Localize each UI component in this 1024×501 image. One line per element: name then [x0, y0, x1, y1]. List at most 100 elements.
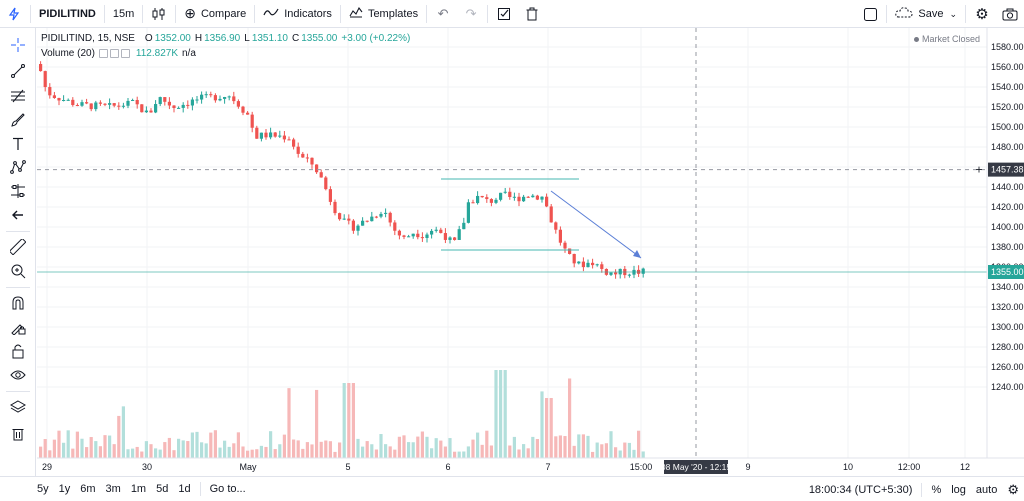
- settings-icon[interactable]: ⚙: [1007, 481, 1019, 497]
- range-1d[interactable]: 1d: [178, 483, 191, 495]
- last-price-label: 1355.00: [991, 267, 1024, 277]
- candle-body: [227, 96, 231, 98]
- volume-bar: [48, 450, 52, 458]
- text-icon[interactable]: [4, 133, 32, 155]
- magnet-icon[interactable]: [4, 292, 32, 314]
- volume-bar: [264, 446, 268, 458]
- save-button[interactable]: Save ⌄: [889, 0, 963, 28]
- range-5y[interactable]: 5y: [37, 483, 49, 495]
- candle-body: [420, 237, 424, 239]
- log-toggle[interactable]: log: [951, 483, 966, 496]
- fib-icon[interactable]: [4, 85, 32, 107]
- interval-button[interactable]: 15m: [112, 7, 135, 20]
- compare-label: Compare: [200, 7, 247, 20]
- market-status: Market Closed: [913, 34, 980, 44]
- series-title[interactable]: PIDILITIND, 15, NSE: [41, 33, 135, 44]
- settings-toggle[interactable]: [109, 49, 119, 58]
- save-label: Save: [918, 8, 944, 20]
- undo-icon[interactable]: ↶: [437, 5, 449, 21]
- close-key: C: [291, 33, 300, 44]
- range-6m[interactable]: 6m: [80, 483, 96, 495]
- candle-body: [568, 248, 572, 254]
- candle-body: [443, 233, 447, 240]
- trash-icon[interactable]: [4, 422, 32, 444]
- candle-body: [581, 261, 585, 268]
- lock-icon[interactable]: [4, 340, 32, 362]
- chart-pane[interactable]: 1580.00 1560.00 1540.00 1520.00 1500.00 1480.…: [37, 28, 1024, 476]
- time-tick-label: 12: [960, 462, 970, 472]
- range-1m[interactable]: 1m: [130, 483, 147, 495]
- candle-body: [190, 99, 194, 106]
- top-toolbar: PIDILITIND 15m ⊕ Compare Indicators Temp…: [0, 0, 1024, 28]
- volume-bar: [402, 435, 406, 458]
- brush-icon[interactable]: [4, 109, 32, 131]
- prediction-icon[interactable]: [4, 180, 32, 202]
- volume-bar: [328, 441, 332, 458]
- crosshair-time-badge: [664, 460, 728, 474]
- volume-bar: [66, 430, 70, 458]
- goto-button[interactable]: Go to...: [209, 483, 246, 495]
- volume-bar: [466, 446, 470, 458]
- volume-bar: [430, 448, 434, 458]
- volume-bar: [448, 438, 452, 458]
- volume-bar: [112, 444, 116, 458]
- price-tick-label: 1300.00: [991, 322, 1024, 332]
- eye-icon[interactable]: [4, 364, 32, 386]
- volume-bar: [614, 447, 618, 458]
- volume-bar: [154, 448, 158, 458]
- camera-icon[interactable]: [996, 0, 1024, 28]
- candles-icon[interactable]: [145, 0, 173, 28]
- range-3m[interactable]: 3m: [105, 483, 121, 495]
- time-tick-label: May: [239, 462, 257, 472]
- candle-body: [48, 87, 52, 96]
- price-chart[interactable]: 1580.00 1560.00 1540.00 1520.00 1500.00 1480.…: [37, 28, 1024, 476]
- candle-body: [250, 114, 254, 128]
- percent-toggle[interactable]: %: [931, 483, 942, 496]
- volume-bar: [591, 451, 595, 458]
- low-key: L: [244, 33, 250, 44]
- redo-icon[interactable]: ↷: [465, 5, 477, 21]
- clock[interactable]: 18:00:34 (UTC+5:30): [808, 483, 913, 496]
- volume-bar: [39, 446, 43, 458]
- indicators-button[interactable]: Indicators: [257, 0, 338, 28]
- zoom-icon[interactable]: [4, 260, 32, 282]
- volume-bar: [420, 431, 424, 458]
- volume-bar: [581, 434, 585, 458]
- checkbox-icon[interactable]: [490, 0, 518, 28]
- volume-bar: [232, 443, 236, 458]
- range-5d[interactable]: 5d: [156, 483, 169, 495]
- candle-body: [305, 157, 309, 159]
- back-icon[interactable]: [4, 204, 32, 226]
- volume-bar: [623, 442, 627, 458]
- compare-button[interactable]: ⊕ Compare: [178, 0, 252, 28]
- visibility-toggle[interactable]: [98, 49, 108, 58]
- ruler-icon[interactable]: [4, 236, 32, 258]
- candle-body: [57, 98, 61, 101]
- trend-line-icon[interactable]: [4, 60, 32, 82]
- candle-body: [195, 99, 199, 101]
- range-1y[interactable]: 1y: [58, 483, 71, 495]
- symbol-search[interactable]: PIDILITIND: [39, 7, 96, 20]
- trash-icon[interactable]: [518, 0, 546, 28]
- pattern-icon[interactable]: [4, 156, 32, 178]
- volume-bar: [292, 439, 296, 458]
- divider: [254, 4, 256, 23]
- volume-bar: [558, 435, 562, 458]
- lock-drawing-icon[interactable]: [4, 316, 32, 338]
- settings-icon[interactable]: ⚙: [975, 6, 989, 23]
- templates-button[interactable]: Templates: [343, 0, 424, 28]
- candle-body: [255, 127, 259, 139]
- price-tick-label: 1420.00: [991, 202, 1024, 212]
- layers-icon[interactable]: [4, 396, 32, 418]
- auto-toggle[interactable]: auto: [975, 483, 998, 496]
- volume-bar: [269, 431, 273, 458]
- volume-bar: [356, 438, 360, 458]
- volume-title[interactable]: Volume (20): [41, 48, 95, 59]
- lightning-icon[interactable]: [0, 0, 28, 28]
- candle-body: [186, 104, 190, 106]
- candle-body: [489, 199, 493, 203]
- close-toggle[interactable]: [120, 49, 130, 58]
- fullscreen-icon[interactable]: [856, 0, 884, 28]
- crosshair-icon[interactable]: [4, 34, 32, 56]
